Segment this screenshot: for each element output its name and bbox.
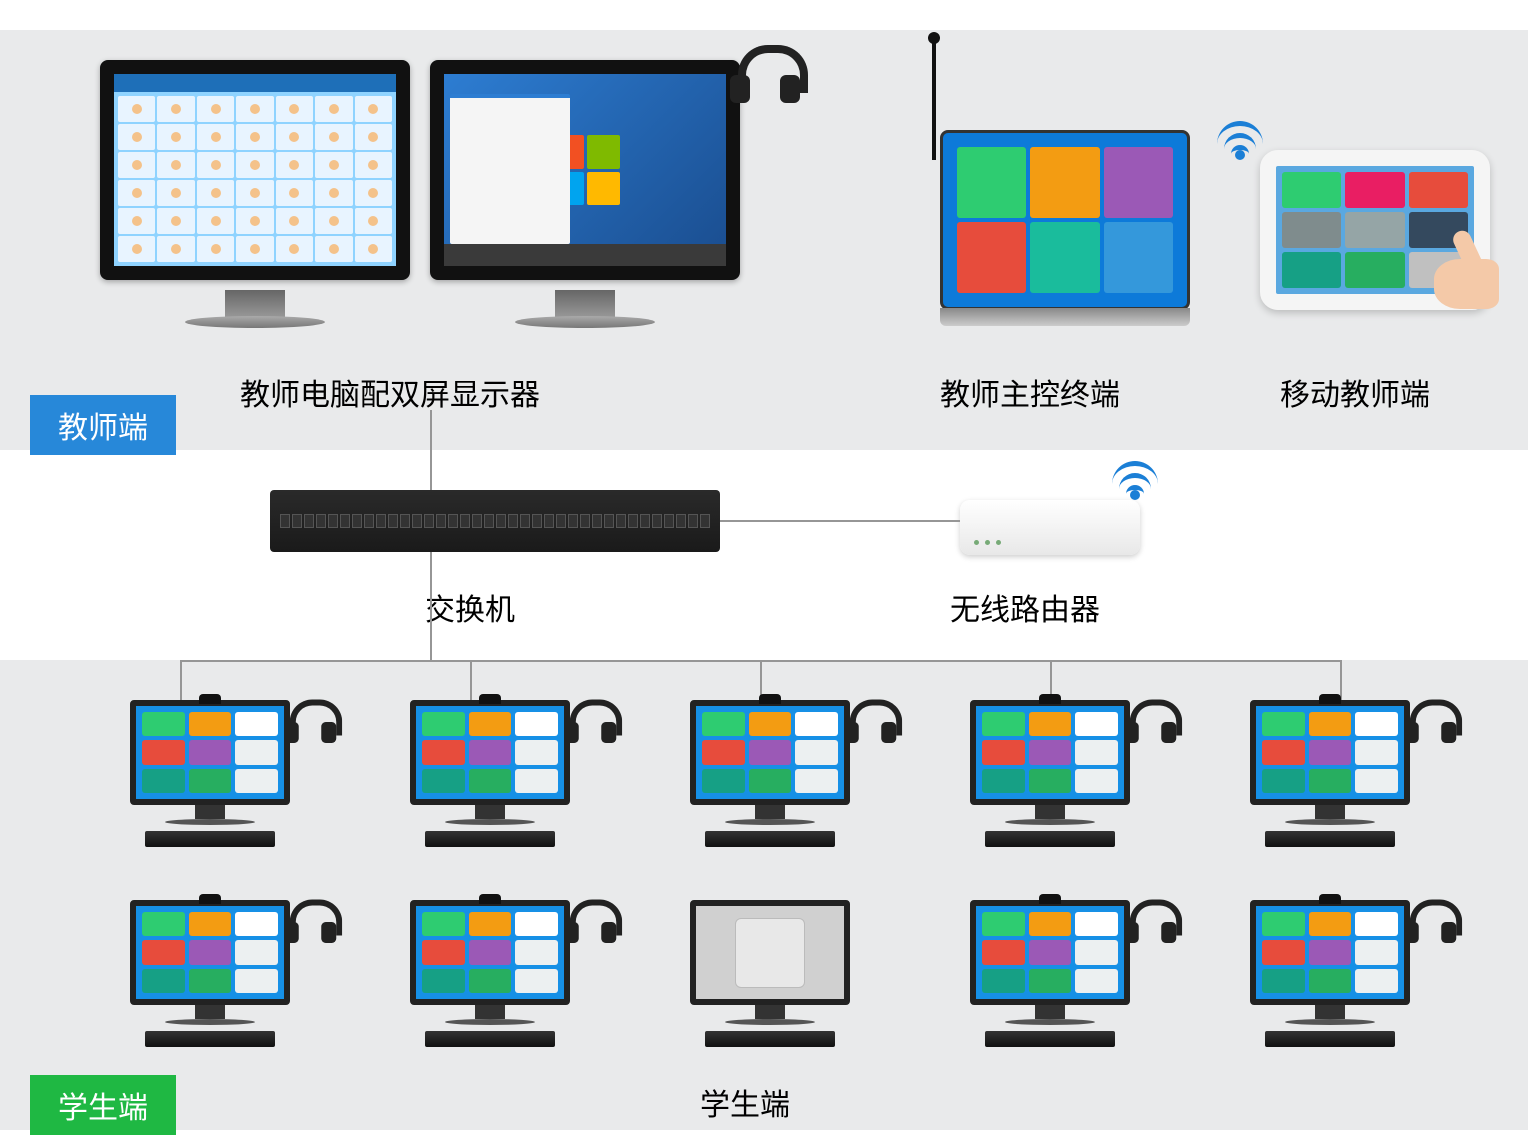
keyboard-icon bbox=[425, 831, 555, 847]
keyboard-icon bbox=[705, 1031, 835, 1047]
webcam-icon bbox=[1039, 694, 1061, 704]
student-pc bbox=[110, 700, 310, 847]
antenna-icon bbox=[932, 40, 936, 160]
headset-icon bbox=[284, 700, 337, 745]
headset-icon bbox=[730, 45, 800, 105]
headset-icon bbox=[1404, 700, 1457, 745]
webcam-icon bbox=[1319, 694, 1341, 704]
keyboard-icon bbox=[145, 831, 275, 847]
webcam-icon bbox=[759, 694, 781, 704]
router-label: 无线路由器 bbox=[950, 585, 1100, 629]
hand-icon bbox=[1409, 219, 1499, 309]
keyboard-icon bbox=[985, 831, 1115, 847]
headset-icon bbox=[1124, 700, 1177, 745]
wifi-icon bbox=[1215, 115, 1265, 165]
teacher-pc-label: 教师电脑配双屏显示器 bbox=[240, 370, 540, 414]
student-pc bbox=[950, 700, 1150, 847]
keyboard-icon bbox=[705, 831, 835, 847]
headset-icon bbox=[564, 900, 617, 945]
webcam-icon bbox=[1319, 894, 1341, 904]
student-pc bbox=[670, 900, 870, 1047]
keyboard-icon bbox=[425, 1031, 555, 1047]
headset-icon bbox=[844, 700, 897, 745]
mobile-teacher-tablet bbox=[1260, 150, 1490, 310]
teacher-tag: 教师端 bbox=[30, 395, 176, 455]
teacher-ctrl-label: 教师主控终端 bbox=[940, 370, 1120, 414]
student-pc bbox=[390, 700, 590, 847]
headset-icon bbox=[1124, 900, 1177, 945]
webcam-icon bbox=[199, 694, 221, 704]
webcam-icon bbox=[1039, 894, 1061, 904]
switch-label: 交换机 bbox=[425, 585, 515, 629]
keyboard-icon bbox=[145, 1031, 275, 1047]
student-terminal-label: 学生端 bbox=[700, 1080, 790, 1124]
webcam-icon bbox=[199, 894, 221, 904]
student-pc bbox=[110, 900, 310, 1047]
student-pc bbox=[670, 700, 870, 847]
mobile-teacher-label: 移动教师端 bbox=[1280, 370, 1430, 414]
keyboard-icon bbox=[1265, 1031, 1395, 1047]
wireless-router bbox=[960, 500, 1140, 555]
student-pc bbox=[1230, 900, 1430, 1047]
teacher-control-terminal bbox=[940, 130, 1190, 326]
teacher-monitor-1 bbox=[100, 60, 410, 280]
teacher-monitor-2 bbox=[430, 60, 740, 280]
webcam-icon bbox=[479, 894, 501, 904]
keyboard-icon bbox=[985, 1031, 1115, 1047]
headset-icon bbox=[284, 900, 337, 945]
student-pc bbox=[950, 900, 1150, 1047]
headset-icon bbox=[1404, 900, 1457, 945]
student-tag: 学生端 bbox=[30, 1075, 176, 1135]
headset-icon bbox=[564, 700, 617, 745]
student-pc bbox=[390, 900, 590, 1047]
webcam-icon bbox=[479, 694, 501, 704]
student-pc bbox=[1230, 700, 1430, 847]
wifi-icon bbox=[1110, 455, 1160, 505]
network-switch bbox=[270, 490, 720, 552]
keyboard-icon bbox=[1265, 831, 1395, 847]
